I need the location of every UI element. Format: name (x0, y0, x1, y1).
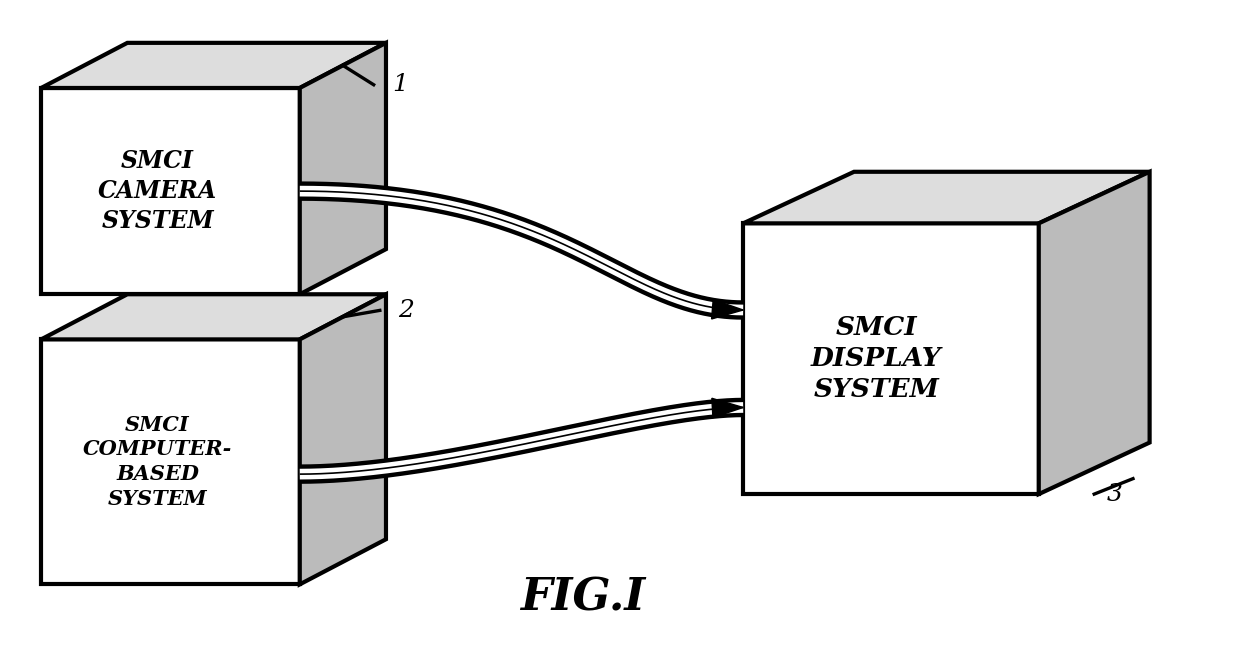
Polygon shape (1039, 172, 1149, 494)
Text: SMCI
DISPLAY
SYSTEM: SMCI DISPLAY SYSTEM (811, 315, 941, 402)
Text: 2: 2 (398, 299, 414, 322)
Polygon shape (743, 223, 1039, 494)
Polygon shape (712, 398, 743, 418)
Text: SMCI
COMPUTER-
BASED
SYSTEM: SMCI COMPUTER- BASED SYSTEM (83, 415, 232, 509)
Text: SMCI
CAMERA
SYSTEM: SMCI CAMERA SYSTEM (98, 150, 217, 233)
Polygon shape (743, 172, 1149, 223)
Polygon shape (300, 43, 386, 295)
Polygon shape (41, 295, 386, 340)
Text: 1: 1 (392, 73, 408, 96)
Polygon shape (41, 340, 300, 584)
Polygon shape (41, 43, 386, 88)
Polygon shape (300, 295, 386, 584)
Polygon shape (712, 300, 743, 319)
Polygon shape (41, 88, 300, 295)
Text: FIG.I: FIG.I (521, 577, 646, 620)
Text: 3: 3 (1106, 483, 1122, 505)
